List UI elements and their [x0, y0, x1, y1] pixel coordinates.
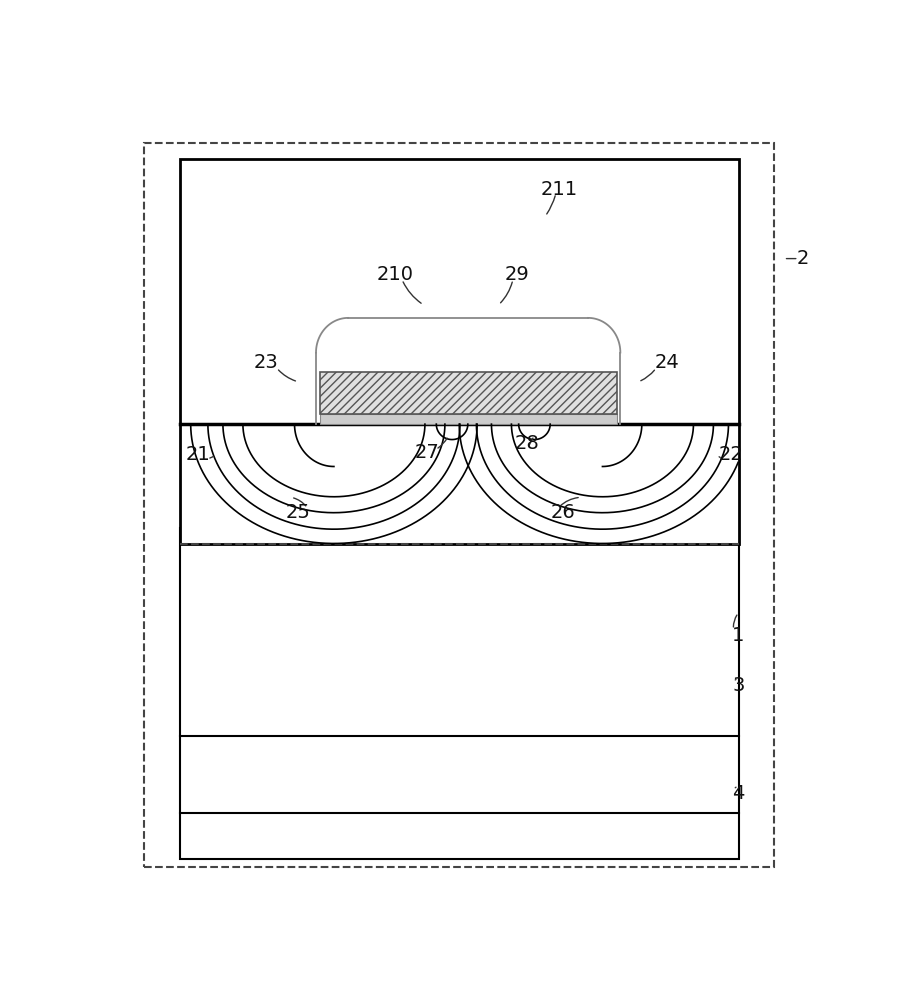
Bar — [320, 372, 617, 414]
Text: 24: 24 — [654, 353, 679, 372]
Text: 3: 3 — [733, 676, 745, 695]
Text: 27: 27 — [415, 443, 440, 462]
Text: 28: 28 — [515, 434, 540, 453]
Text: 4: 4 — [733, 784, 745, 803]
Text: 2: 2 — [796, 249, 809, 268]
Text: 211: 211 — [541, 180, 578, 199]
Text: 21: 21 — [186, 445, 211, 464]
Bar — [180, 528, 738, 859]
Bar — [180, 158, 738, 544]
Text: 23: 23 — [253, 353, 278, 372]
Text: 22: 22 — [719, 445, 744, 464]
Text: 26: 26 — [551, 503, 576, 522]
Text: 25: 25 — [286, 503, 310, 522]
Bar — [320, 414, 617, 424]
Bar — [144, 143, 774, 867]
Text: 29: 29 — [505, 264, 529, 284]
Text: 210: 210 — [376, 264, 413, 284]
Text: 1: 1 — [733, 626, 745, 645]
